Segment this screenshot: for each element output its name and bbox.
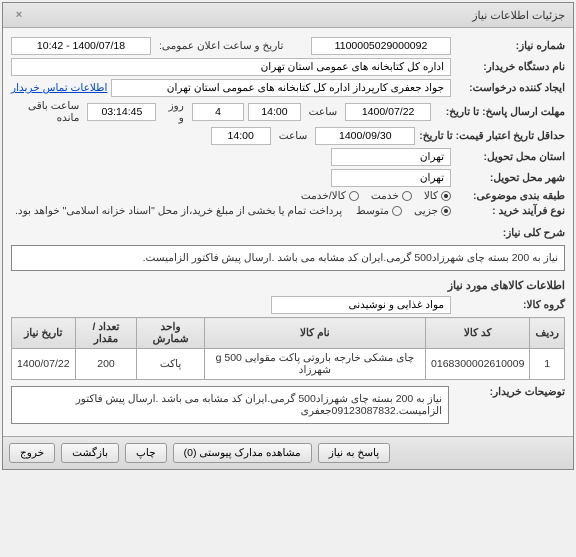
exit-button[interactable]: خروج (9, 443, 55, 463)
table-row[interactable]: 1 0168300002610009 چای مشکی خارجه باروتی… (12, 349, 565, 380)
attachments-button[interactable]: مشاهده مدارک پیوستی (0) (173, 443, 312, 463)
content-area: شماره نیاز: 1100005029000092 تاریخ و ساع… (3, 28, 573, 436)
cell-code: 0168300002610009 (426, 349, 530, 380)
items-table: ردیف کد کالا نام کالا واحد شمارش تعداد /… (11, 317, 565, 380)
buy-type-label: نوع فرآیند خرید : (455, 205, 565, 217)
window-title: جزئیات اطلاعات نیاز (472, 9, 565, 22)
th-code: کد کالا (426, 318, 530, 349)
price-time-field: 14:00 (211, 127, 271, 145)
group-label: گروه کالا: (455, 299, 565, 311)
creator-field: جواد جعفری کارپرداز اداره کل کتابخانه ها… (111, 79, 451, 97)
remain-label: ساعت باقی مانده (15, 100, 79, 124)
price-date-field: 1400/09/30 (315, 127, 415, 145)
title-bar: جزئیات اطلاعات نیاز × (3, 3, 573, 28)
th-qty: تعداد / مقدار (75, 318, 137, 349)
days-label: روز و (164, 100, 183, 124)
creator-label: ایجاد کننده درخواست: (455, 82, 565, 94)
cell-qty: 200 (75, 349, 137, 380)
resp-deadline-label: مهلت ارسال پاسخ: تا تاریخ: (435, 106, 565, 118)
resp-time-field: 14:00 (248, 103, 300, 121)
desc-box: نیاز به 200 بسته چای شهرزاد500 گرمی.ایرا… (11, 245, 565, 271)
th-unit: واحد شمارش (137, 318, 204, 349)
buyer-note-box: نیاز به 200 بسته چای شهرزاد500 گرمی.ایرا… (11, 386, 449, 424)
loc-label: استان محل تحویل: (455, 151, 565, 163)
cell-row: 1 (530, 349, 565, 380)
cat-label: طبقه بندی موضوعی: (455, 190, 565, 202)
buy-part-radio[interactable]: جزیی (414, 205, 451, 217)
cat-service-radio[interactable]: خدمت (371, 190, 412, 202)
city-label: شهر محل تحویل: (455, 172, 565, 184)
category-radio-group: کالا خدمت کالا/خدمت (301, 190, 451, 202)
countdown-field: 03:14:45 (87, 103, 156, 121)
time-label-2: ساعت (279, 130, 308, 142)
days-field: 4 (192, 103, 244, 121)
city-field: تهران (331, 169, 451, 187)
cat-kala-radio[interactable]: کالا (424, 190, 451, 202)
th-name: نام کالا (204, 318, 425, 349)
price-valid-label: حداقل تاریخ اعتبار قیمت: تا تاریخ: (419, 130, 565, 142)
back-button[interactable]: بازگشت (61, 443, 119, 463)
announce-label: تاریخ و ساعت اعلان عمومی: (159, 40, 283, 52)
buyer-org-label: نام دستگاه خریدار: (455, 61, 565, 73)
respond-button[interactable]: پاسخ به نیاز (318, 443, 390, 463)
buy-type-radio-group: جزیی متوسط (356, 205, 451, 217)
announce-field: 1400/07/18 - 10:42 (11, 37, 151, 55)
req-no-label: شماره نیاز: (455, 40, 565, 52)
cell-unit: پاکت (137, 349, 204, 380)
th-date: تاریخ نیاز (12, 318, 76, 349)
buyer-note-label: توضیحات خریدار: (455, 386, 565, 398)
radio-icon (402, 191, 412, 201)
group-field: مواد غذایی و نوشیدنی (271, 296, 451, 314)
radio-icon (441, 191, 451, 201)
details-window: جزئیات اطلاعات نیاز × شماره نیاز: 110000… (2, 2, 574, 470)
th-row: ردیف (530, 318, 565, 349)
req-no-field: 1100005029000092 (311, 37, 451, 55)
radio-icon (441, 206, 451, 216)
loc-field: تهران (331, 148, 451, 166)
radio-icon (392, 206, 402, 216)
cell-name: چای مشکی خارجه باروتی پاکت مقوایی 500 g … (204, 349, 425, 380)
cell-date: 1400/07/22 (12, 349, 76, 380)
pay-note: پرداخت تمام یا بخشی از مبلغ خرید،از محل … (15, 205, 342, 217)
cat-both-radio[interactable]: کالا/خدمت (301, 190, 359, 202)
items-section-title: اطلاعات کالاهای مورد نیاز (11, 279, 565, 292)
table-header-row: ردیف کد کالا نام کالا واحد شمارش تعداد /… (12, 318, 565, 349)
buy-mid-radio[interactable]: متوسط (356, 205, 402, 217)
print-button[interactable]: چاپ (125, 443, 167, 463)
time-label-1: ساعت (309, 106, 338, 118)
footer-bar: پاسخ به نیاز مشاهده مدارک پیوستی (0) چاپ… (3, 436, 573, 469)
contact-link[interactable]: اطلاعات تماس خریدار (11, 82, 107, 94)
radio-icon (349, 191, 359, 201)
buyer-org-field: اداره کل کتابخانه های عمومی استان تهران (11, 58, 451, 76)
desc-label: شرح کلی نیاز: (455, 227, 565, 239)
resp-date-field: 1400/07/22 (345, 103, 431, 121)
close-icon[interactable]: × (11, 7, 27, 23)
